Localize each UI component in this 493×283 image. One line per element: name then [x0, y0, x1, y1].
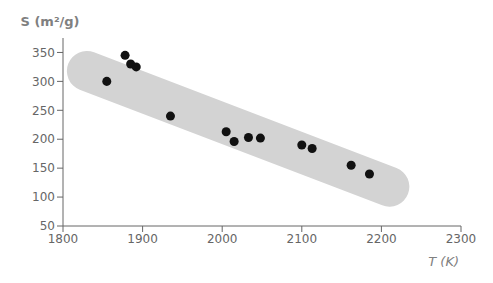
svg-text:50: 50 [40, 219, 55, 233]
svg-text:2100: 2100 [287, 232, 318, 246]
svg-text:1800: 1800 [48, 232, 79, 246]
svg-text:1900: 1900 [127, 232, 158, 246]
svg-text:2200: 2200 [366, 232, 397, 246]
svg-text:250: 250 [32, 104, 55, 118]
svg-text:T (K): T (K) [428, 254, 459, 269]
svg-text:350: 350 [32, 46, 55, 60]
svg-text:2300: 2300 [446, 232, 477, 246]
svg-text:100: 100 [32, 190, 55, 204]
svg-text:S (m²/g): S (m²/g) [21, 14, 80, 29]
svg-text:300: 300 [32, 75, 55, 89]
svg-text:2000: 2000 [207, 232, 238, 246]
svg-text:200: 200 [32, 132, 55, 146]
svg-text:150: 150 [32, 161, 55, 175]
